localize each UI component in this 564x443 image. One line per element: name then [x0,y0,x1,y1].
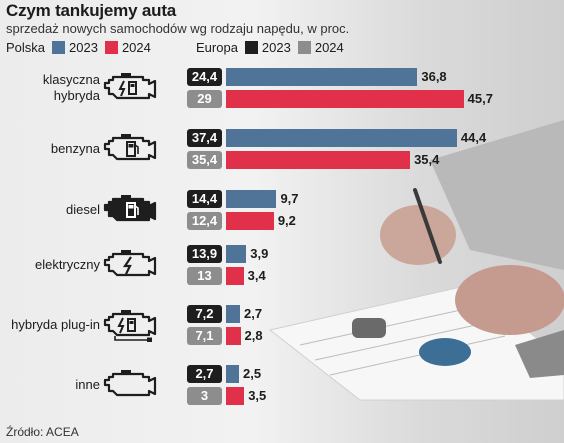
legend-europe-2023-label: 2023 [261,40,291,55]
category-label-inne: inne [75,377,100,392]
bar-poland-2023 [226,190,277,208]
europe-2023-value: 2,7 [187,365,222,383]
legend-swatch-poland-2024 [104,41,118,54]
legend-poland-2023-label: 2023 [69,40,98,55]
chart-title: Czym tankujemy auta [6,1,177,20]
legend-poland: Polska 2023 2024 [6,40,151,55]
engine-outline-icon [103,368,159,402]
bar-poland-2024 [226,387,245,405]
engine-hybrid-icon [103,71,159,105]
europe-2024-value: 7,1 [187,327,222,345]
europe-2023-value: 14,4 [187,190,222,208]
poland-2024-value-label: 3,5 [248,388,267,403]
bar-poland-2023 [226,365,239,383]
legend-swatch-europe-2024 [297,41,311,54]
europe-2023-value: 7,2 [187,305,222,323]
bar-poland-2023 [226,245,247,263]
source-note: Źródło: ACEA [6,425,79,439]
poland-2023-value-label: 2,5 [243,366,262,381]
europe-2024-value: 12,4 [187,212,222,230]
legend-europe-label: Europa [196,40,238,55]
category-label-klasyczna-hybryda: klasyczna hybryda [0,72,100,104]
poland-2023-value-label: 3,9 [250,246,269,261]
category-label-hybryda-plug-in: hybryda plug-in [11,317,100,332]
engine-diesel-icon [103,193,159,227]
poland-2024-value-label: 35,4 [414,152,440,167]
europe-2024-value: 13 [187,267,222,285]
poland-2023-value-label: 2,7 [244,306,263,321]
poland-2024-value-label: 2,8 [244,328,263,343]
bar-poland-2024 [226,267,244,285]
category-label-elektryczny: elektryczny [34,257,100,272]
europe-2023-value: 13,9 [187,245,222,263]
europe-2024-value: 29 [187,90,222,108]
legend-poland-label: Polska [6,40,46,55]
category-label-part: klasyczna [42,72,100,87]
category-label-diesel: diesel [66,202,100,217]
legend-europe: Europa 2023 2024 [196,40,344,55]
europe-2024-value: 3 [187,387,222,405]
bar-poland-2024 [226,212,274,230]
engine-plugin-hybrid-icon [103,308,159,343]
europe-2023-value: 24,4 [187,68,222,86]
legend-swatch-poland-2023 [52,41,66,54]
engine-fuel-pump-icon [103,132,159,166]
legend-poland-2024-label: 2024 [121,40,151,55]
europe-2024-value: 35,4 [187,151,222,169]
bar-poland-2024 [226,90,464,108]
category-label-benzyna: benzyna [50,141,100,156]
poland-2023-value-label: 44,4 [460,130,487,145]
bar-poland-2023 [226,68,418,86]
bar-poland-2023 [226,305,241,323]
poland-2023-value-label: 36,8 [421,69,447,84]
category-label-part: hybryda [53,88,100,103]
legend-swatch-europe-2023 [244,41,258,54]
poland-2023-value-label: 9,7 [280,191,299,206]
poland-2024-value-label: 3,4 [247,268,266,283]
legend-europe-2024-label: 2024 [314,40,344,55]
bar-poland-2024 [226,327,241,345]
bar-poland-2023 [226,129,457,147]
engine-electric-icon [103,248,159,282]
chart-subtitle: sprzedaż nowych samochodów wg rodzaju na… [6,21,350,36]
europe-2023-value: 37,4 [187,129,222,147]
bar-poland-2024 [226,151,411,169]
poland-2024-value-label: 45,7 [467,91,493,106]
poland-2024-value-label: 9,2 [277,213,296,228]
